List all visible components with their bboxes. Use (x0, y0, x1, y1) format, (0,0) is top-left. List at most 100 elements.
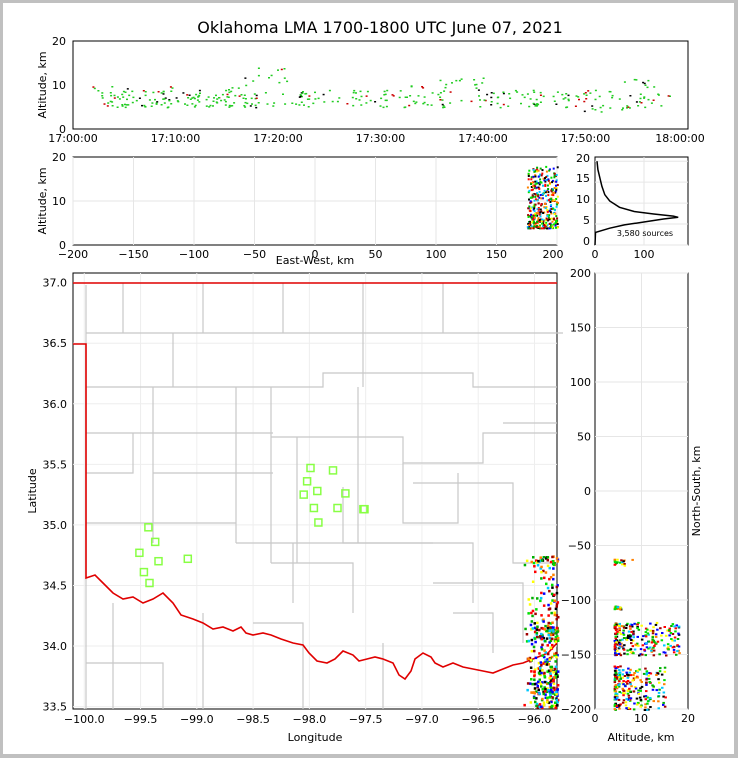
source-mark (556, 639, 560, 642)
source-mark (536, 166, 539, 169)
source-mark (562, 98, 565, 100)
source-mark (616, 606, 619, 609)
source-mark (106, 105, 109, 107)
source-mark (121, 104, 124, 106)
source-mark (545, 582, 548, 586)
source-mark (168, 99, 171, 102)
source-mark (527, 215, 530, 218)
source-mark (548, 705, 552, 709)
source-mark (244, 77, 247, 79)
source-mark (254, 104, 257, 107)
source-mark (535, 226, 538, 229)
source-mark (141, 104, 143, 107)
source-mark (541, 681, 544, 684)
source-mark (148, 99, 151, 101)
source-mark (529, 658, 533, 662)
source-mark (614, 637, 617, 640)
source-mark (618, 683, 621, 686)
source-mark (298, 104, 301, 106)
source-mark (509, 97, 512, 99)
source-mark (532, 185, 535, 188)
source-mark (536, 168, 539, 171)
source-mark (541, 654, 544, 657)
source-mark (614, 696, 617, 699)
source-mark (541, 192, 544, 195)
source-mark (301, 92, 304, 95)
source-mark (544, 651, 547, 654)
source-mark (616, 649, 619, 652)
source-mark (540, 626, 543, 630)
source-mark (270, 74, 273, 77)
source-mark (549, 669, 553, 672)
source-mark (299, 94, 302, 96)
source-mark (550, 190, 553, 193)
source-mark (417, 95, 420, 97)
source-mark (366, 90, 369, 93)
source-mark (251, 103, 253, 105)
source-mark (549, 205, 552, 208)
ew-altitude-xlabel: East-West, km (276, 254, 354, 267)
source-mark (546, 564, 550, 568)
source-mark (246, 102, 249, 105)
map-xtick: −98.0 (293, 713, 327, 726)
source-mark (539, 224, 541, 227)
time-altitude-frame (72, 40, 689, 130)
source-mark (615, 639, 618, 642)
source-mark (673, 645, 676, 648)
source-mark (539, 661, 543, 664)
source-mark (619, 703, 622, 706)
histogram-source-count: 3,580 sources (617, 229, 673, 238)
source-mark (622, 107, 624, 109)
source-mark (663, 644, 666, 647)
source-mark (352, 91, 355, 94)
source-mark (657, 93, 660, 95)
source-mark (520, 102, 522, 105)
source-mark (660, 634, 663, 637)
source-mark (551, 181, 554, 184)
source-mark (554, 222, 557, 224)
time-altitude-xtick: 17:30:00 (356, 132, 405, 145)
source-mark (555, 693, 558, 696)
source-mark (547, 701, 551, 704)
source-mark (125, 104, 128, 106)
source-mark (613, 703, 617, 706)
source-mark (644, 634, 647, 637)
source-mark (537, 688, 540, 692)
source-mark (574, 105, 577, 107)
source-mark (542, 95, 545, 98)
source-mark (116, 96, 119, 98)
source-mark (615, 694, 618, 697)
source-mark (444, 86, 447, 89)
source-mark (545, 179, 548, 181)
source-mark (142, 90, 145, 92)
source-mark (355, 98, 358, 100)
source-mark (591, 108, 594, 110)
source-mark (460, 99, 463, 102)
source-mark (543, 206, 546, 209)
source-mark (644, 84, 647, 86)
source-mark (223, 99, 226, 101)
source-mark (101, 97, 104, 99)
source-mark (665, 654, 668, 657)
source-mark (135, 99, 138, 102)
source-mark (555, 174, 558, 176)
source-mark (490, 92, 493, 94)
source-mark (622, 689, 626, 692)
source-mark (618, 646, 622, 649)
ew-altitude-ylabel: Altitude, km (36, 167, 49, 234)
source-mark (677, 649, 680, 652)
source-mark (551, 586, 554, 589)
source-mark (545, 663, 549, 666)
source-mark (565, 93, 568, 95)
source-mark (530, 189, 533, 192)
source-mark (534, 198, 537, 201)
source-mark (617, 685, 621, 688)
source-mark (663, 670, 667, 673)
source-mark (618, 704, 621, 707)
source-mark (195, 93, 198, 96)
source-mark (624, 685, 627, 688)
source-mark (301, 95, 303, 98)
source-mark (567, 99, 570, 102)
source-mark (621, 625, 624, 628)
source-mark (483, 99, 486, 101)
